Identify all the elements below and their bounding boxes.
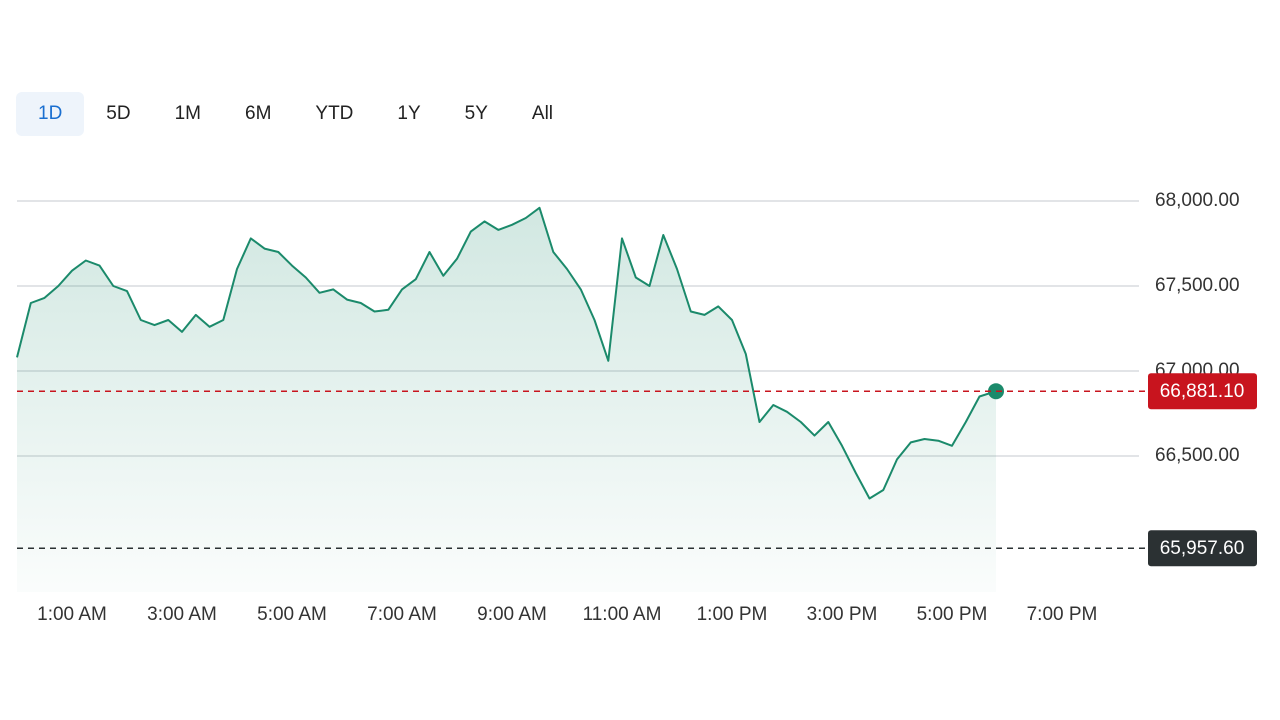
range-tab[interactable]: 1D — [16, 92, 85, 136]
x-tick-label: 1:00 AM — [37, 604, 107, 625]
price-line — [16, 206, 997, 500]
range-tab[interactable]: All — [531, 103, 554, 124]
previous_close-label: 65,957.60 — [1160, 538, 1245, 559]
area — [17, 207, 996, 593]
x-tick-label: 5:00 PM — [917, 604, 988, 625]
y-tick-label: 67,500.00 — [1155, 275, 1240, 296]
range-tab[interactable]: 1Y — [397, 103, 421, 124]
range-tab[interactable]: 1M — [174, 103, 201, 124]
range-tab[interactable]: YTD — [315, 103, 354, 124]
y-tick-label: 68,000.00 — [1155, 190, 1240, 211]
x-tick-label: 7:00 AM — [367, 604, 437, 625]
range-tabs: 1D 5D 1M 6M YTD 1Y 5Y All — [16, 92, 575, 136]
x-tick-label: 11:00 AM — [583, 604, 662, 625]
range-tab[interactable]: 5Y — [464, 103, 488, 124]
x-tick-label: 7:00 PM — [1027, 604, 1098, 625]
y-tick-label: 66,500.00 — [1155, 445, 1240, 466]
range-tab[interactable]: 5D — [106, 103, 131, 124]
current_price-label: 66,881.10 — [1160, 381, 1245, 402]
x-tick-label: 9:00 AM — [477, 604, 547, 625]
range-tab[interactable]: 6M — [245, 103, 272, 124]
x-tick-label: 1:00 PM — [697, 604, 768, 625]
current_price-box — [1148, 373, 1257, 410]
x-tick-label: 3:00 AM — [147, 604, 217, 625]
x-tick-label: 5:00 AM — [257, 604, 327, 625]
x-tick-label: 3:00 PM — [807, 604, 878, 625]
previous_close-box — [1148, 530, 1257, 567]
